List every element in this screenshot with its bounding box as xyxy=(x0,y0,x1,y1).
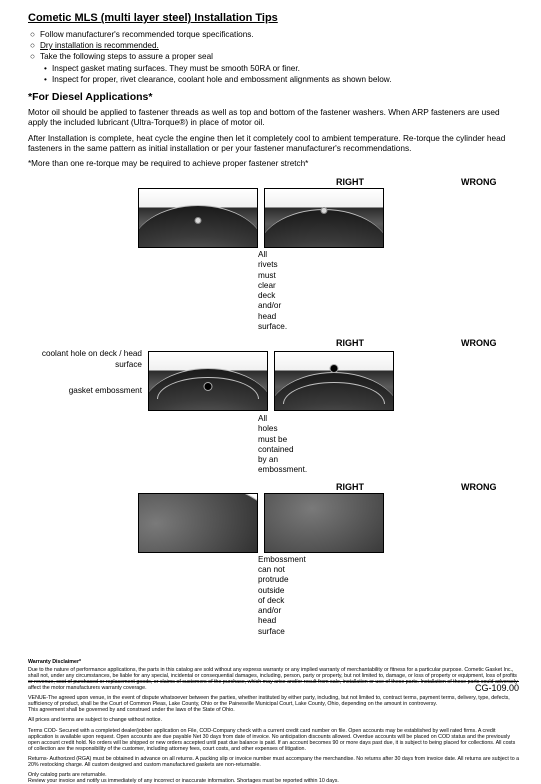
panel-right-2 xyxy=(148,351,268,411)
bullet-text: Follow manufacturer's recommended torque… xyxy=(40,30,254,40)
caption-2: All holes must be contained by an emboss… xyxy=(28,414,288,476)
diesel-heading: *For Diesel Applications* xyxy=(28,91,521,104)
caption-3: Embossment can not protrude outside of d… xyxy=(28,555,288,637)
callouts: coolant hole on deck / head surface gask… xyxy=(28,349,148,412)
disclaimer-para: All prices and terms are subject to chan… xyxy=(28,717,521,723)
bullet-icon: ○ xyxy=(30,41,40,51)
disclaimer-para: Returns- Authorized (RGA) must be obtain… xyxy=(28,756,521,768)
diagrams: RIGHT WRONG All rivets must clear deck a… xyxy=(28,177,521,637)
subbullet-text: Inspect for proper, rivet clearance, coo… xyxy=(52,75,392,85)
panel-right-3 xyxy=(138,493,258,553)
label-wrong: WRONG xyxy=(383,338,508,349)
disclaimer-para: VENUE-The agreed upon venue, in the even… xyxy=(28,695,521,713)
subbullet-icon: • xyxy=(44,75,52,85)
diesel-para-1: Motor oil should be applied to fastener … xyxy=(28,107,521,128)
page-title: Cometic MLS (multi layer steel) Installa… xyxy=(28,12,521,26)
bullet-icon: ○ xyxy=(30,52,40,62)
subbullet-text: Inspect gasket mating surfaces. They mus… xyxy=(52,64,300,74)
label-right: RIGHT xyxy=(258,338,383,349)
retorque-note: *More than one re-torque may be required… xyxy=(28,159,521,169)
diagram-block-3: RIGHT WRONG Embossment can not protrude … xyxy=(28,482,521,637)
page-footer: CG-109.00 xyxy=(28,681,519,694)
bullet-list: ○Follow manufacturer's recommended torqu… xyxy=(30,30,521,85)
warranty-disclaimer: Warranty Disclaimer* Due to the nature o… xyxy=(28,659,521,784)
disclaimer-para: Terms COD- Secured with a completed deal… xyxy=(28,728,521,752)
caption-1: All rivets must clear deck and/or head s… xyxy=(28,250,288,332)
callout-emboss: gasket embossment xyxy=(28,386,142,396)
bullet-text: Dry installation is recommended. xyxy=(40,41,159,51)
label-wrong: WRONG xyxy=(383,177,508,188)
disclaimer-heading: Warranty Disclaimer* xyxy=(28,659,521,665)
label-right: RIGHT xyxy=(258,177,383,188)
diesel-para-2: After Installation is complete, heat cyc… xyxy=(28,133,521,154)
panel-wrong-1 xyxy=(264,188,384,248)
disclaimer-para: Only catalog parts are returnable.Review… xyxy=(28,772,521,784)
panel-wrong-3 xyxy=(264,493,384,553)
callout-coolant: coolant hole on deck / head surface xyxy=(28,349,142,370)
label-right: RIGHT xyxy=(258,482,383,493)
subbullet-icon: • xyxy=(44,64,52,74)
label-wrong: WRONG xyxy=(383,482,508,493)
panel-right-1 xyxy=(138,188,258,248)
diagram-block-2: RIGHT WRONG coolant hole on deck / head … xyxy=(28,338,521,476)
bullet-icon: ○ xyxy=(30,30,40,40)
diagram-block-1: RIGHT WRONG All rivets must clear deck a… xyxy=(28,177,521,332)
bullet-text: Take the following steps to assure a pro… xyxy=(40,52,213,62)
panel-wrong-2 xyxy=(274,351,394,411)
